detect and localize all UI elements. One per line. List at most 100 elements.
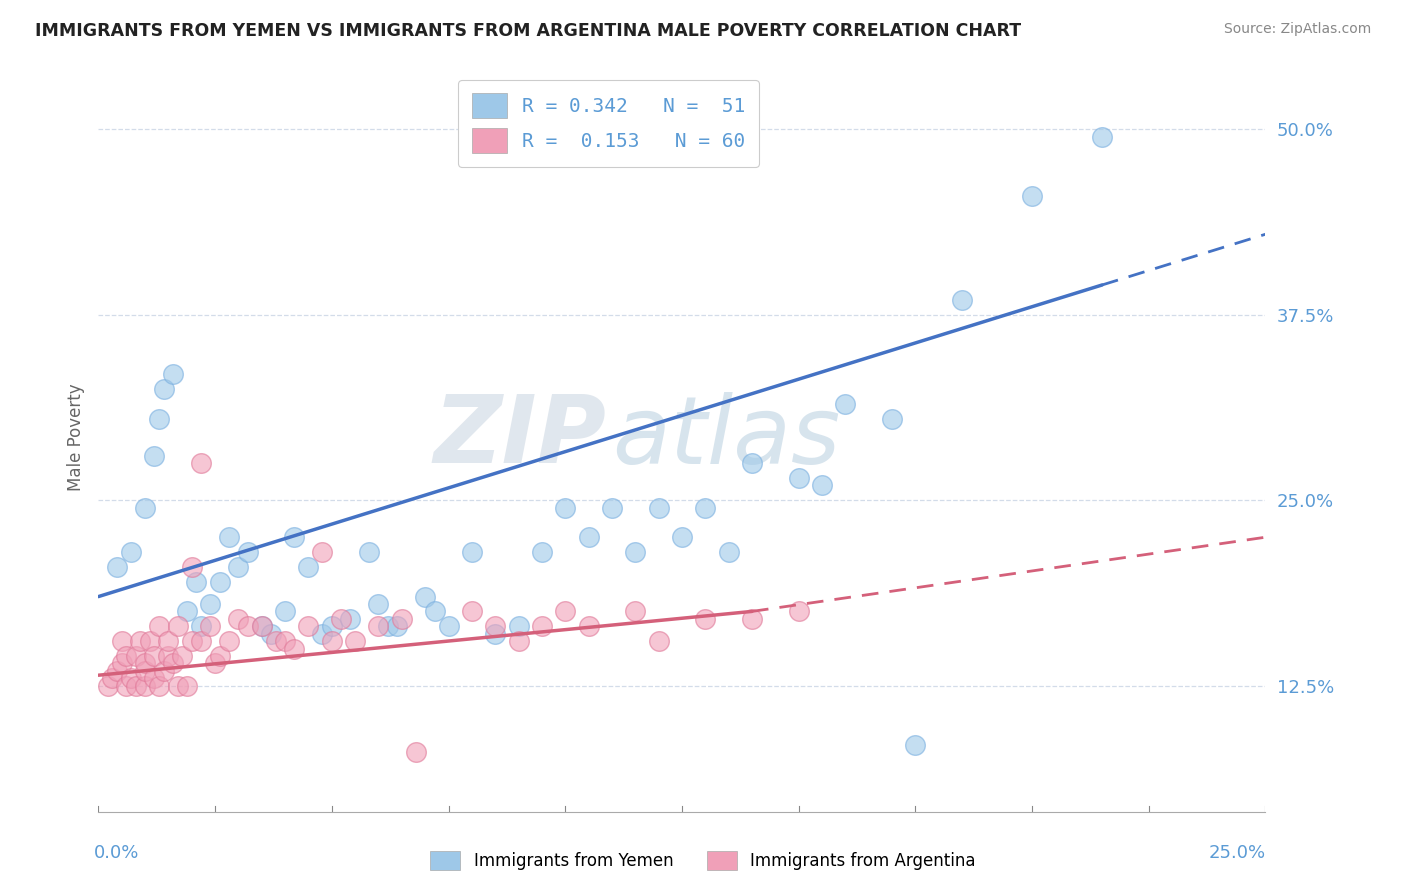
Point (950, 293, 973, 307)
Point (148, 411, 170, 425)
Point (134, 657, 156, 671)
Point (200, 619, 222, 633)
Point (413, 590, 436, 604)
Point (811, 478, 834, 492)
Point (129, 634, 152, 648)
Point (162, 657, 184, 671)
Point (148, 619, 170, 633)
Point (904, 738, 927, 752)
Point (105, 664, 128, 678)
Point (530, 619, 553, 633)
Point (172, 648, 194, 663)
Y-axis label: Male Poverty: Male Poverty (66, 384, 84, 491)
Point (260, 626, 283, 640)
Point (1021, 189, 1043, 203)
Point (180, 634, 202, 648)
Point (578, 530, 600, 544)
Text: IMMIGRANTS FROM YEMEN VS IMMIGRANTS FROM ARGENTINA MALE POVERTY CORRELATION CHAR: IMMIGRANTS FROM YEMEN VS IMMIGRANTS FROM… (35, 22, 1021, 40)
Point (484, 626, 506, 640)
Point (717, 545, 740, 559)
Point (97, 679, 120, 693)
Point (101, 671, 124, 685)
Point (311, 545, 333, 559)
Point (283, 641, 305, 656)
Point (208, 574, 231, 589)
Point (624, 604, 647, 618)
Point (190, 619, 212, 633)
Point (152, 664, 174, 678)
Point (200, 597, 222, 611)
Point (176, 679, 198, 693)
Point (134, 500, 156, 515)
Point (190, 456, 212, 470)
Point (283, 530, 305, 544)
Point (125, 648, 148, 663)
Point (834, 397, 856, 411)
Point (111, 657, 134, 671)
Legend: R = 0.342   N =  51, R =  0.153   N = 60: R = 0.342 N = 51, R = 0.153 N = 60 (458, 79, 759, 167)
Point (120, 545, 142, 559)
Point (391, 612, 413, 626)
Point (1091, 129, 1114, 144)
Point (484, 619, 506, 633)
Point (250, 619, 273, 633)
Point (157, 634, 180, 648)
Point (148, 679, 170, 693)
Point (115, 648, 138, 663)
Point (578, 619, 600, 633)
Point (115, 679, 138, 693)
Point (134, 664, 156, 678)
Point (461, 604, 484, 618)
Point (741, 612, 763, 626)
Point (385, 619, 408, 633)
Point (250, 619, 273, 633)
Point (218, 634, 240, 648)
Point (367, 597, 389, 611)
Legend: Immigrants from Yemen, Immigrants from Argentina: Immigrants from Yemen, Immigrants from A… (423, 844, 983, 877)
Text: atlas: atlas (612, 392, 841, 483)
Point (157, 648, 180, 663)
Text: 0.0%: 0.0% (94, 845, 139, 863)
Point (190, 634, 212, 648)
Point (787, 471, 810, 485)
Point (176, 604, 198, 618)
Point (228, 560, 250, 574)
Point (600, 500, 623, 515)
Point (125, 679, 148, 693)
Point (264, 634, 287, 648)
Point (624, 545, 647, 559)
Point (647, 634, 669, 648)
Point (405, 745, 427, 759)
Point (321, 634, 343, 648)
Point (787, 604, 810, 618)
Point (111, 634, 134, 648)
Point (143, 648, 166, 663)
Point (530, 545, 553, 559)
Point (208, 648, 231, 663)
Point (359, 545, 381, 559)
Point (297, 619, 319, 633)
Point (139, 634, 162, 648)
Point (377, 619, 399, 633)
Point (105, 560, 128, 574)
Point (166, 679, 188, 693)
Point (218, 530, 240, 544)
Text: Source: ZipAtlas.com: Source: ZipAtlas.com (1223, 22, 1371, 37)
Point (143, 449, 166, 463)
Point (423, 604, 446, 618)
Point (880, 411, 903, 425)
Point (166, 619, 188, 633)
Point (367, 619, 389, 633)
Point (152, 382, 174, 396)
Point (437, 619, 460, 633)
Point (671, 530, 693, 544)
Point (554, 604, 576, 618)
Point (228, 612, 250, 626)
Point (180, 560, 202, 574)
Point (297, 560, 319, 574)
Point (339, 612, 361, 626)
Point (647, 500, 669, 515)
Point (554, 500, 576, 515)
Text: ZIP: ZIP (433, 391, 606, 483)
Point (508, 634, 530, 648)
